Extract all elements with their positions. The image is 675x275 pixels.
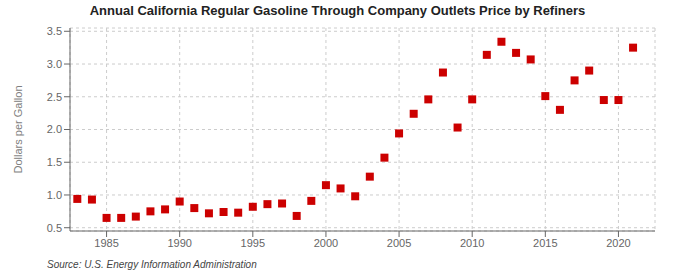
svg-text:2000: 2000 — [314, 237, 338, 249]
svg-text:1985: 1985 — [94, 237, 118, 249]
svg-text:1.0: 1.0 — [47, 189, 62, 201]
svg-text:2010: 2010 — [460, 237, 484, 249]
svg-text:0.5: 0.5 — [47, 222, 62, 234]
svg-text:2015: 2015 — [533, 237, 557, 249]
svg-text:2.5: 2.5 — [47, 91, 62, 103]
html-text:Annual California Regular Gaso: Annual California Regular Gasoline Throu… — [89, 3, 586, 18]
svg-text:3.0: 3.0 — [47, 58, 62, 70]
svg-text:2020: 2020 — [606, 237, 630, 249]
html-text:Source: U.S. Energy Informatio: Source: U.S. Energy Information Administ… — [47, 259, 257, 270]
svg-text:Dollars per Gallon: Dollars per Gallon — [12, 85, 24, 173]
svg-text:1995: 1995 — [241, 237, 265, 249]
svg-text:1.5: 1.5 — [47, 156, 62, 168]
svg-text:3.5: 3.5 — [47, 25, 62, 37]
svg-text:2005: 2005 — [387, 237, 411, 249]
svg-text:2.0: 2.0 — [47, 123, 62, 135]
svg-text:1990: 1990 — [167, 237, 191, 249]
